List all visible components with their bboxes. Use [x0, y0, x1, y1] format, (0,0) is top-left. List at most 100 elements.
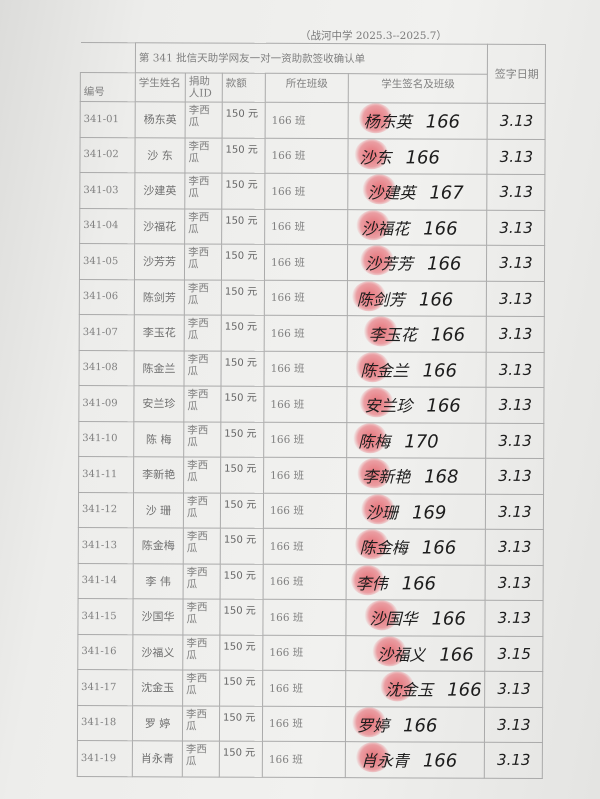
table-row: 341-10 陈 梅李西瓜 150 元 166 班陈梅 170 3.13 — [78, 420, 545, 459]
amount: 150 元 — [220, 563, 264, 600]
donor-id: 李西瓜 — [183, 527, 221, 564]
row-id: 341-06 — [79, 278, 135, 315]
row-id: 341-19 — [77, 740, 133, 777]
signature-cell: 安兰珍 166 — [346, 386, 487, 423]
signed-name: 罗婷 — [356, 715, 390, 736]
signed-name: 沙福花 — [361, 218, 410, 239]
signature-cell: 李伟 166 — [346, 564, 486, 601]
sign-date: 3.13 — [498, 396, 533, 415]
donor-id: 李西瓜 — [184, 243, 222, 280]
row-id: 341-08 — [79, 349, 135, 386]
sign-date-cell: 3.13 — [486, 245, 545, 282]
signed-class: 166 — [422, 750, 458, 772]
col-header-amount: 款额 — [222, 73, 266, 103]
class: 166 班 — [262, 634, 346, 671]
sign-date: 3.13 — [499, 147, 534, 166]
class: 166 班 — [264, 244, 348, 281]
signed-class: 166 — [439, 644, 474, 666]
row-id: 341-09 — [78, 385, 135, 422]
sign-date: 3.13 — [499, 112, 534, 131]
signed-class: 166 — [447, 679, 482, 702]
signature-cell: 陈剑芳 166 — [347, 280, 487, 317]
sign-date: 3.13 — [497, 751, 531, 770]
donor-id: 李西瓜 — [182, 669, 220, 706]
signed-class: 166 — [401, 573, 437, 595]
student-name: 安兰珍 — [133, 385, 185, 422]
col-header-donor: 捐助人ID — [185, 72, 223, 103]
table-row: 341-08 陈金兰 李西瓜 150 元 166 班陈金兰 166 3.13 — [79, 349, 545, 388]
sign-date: 3.13 — [498, 325, 533, 344]
amount: 150 元 — [219, 705, 263, 742]
table-row: 341-07 李玉花 李西瓜 150 元 166 班李玉花 166 3.13 — [79, 314, 545, 353]
class: 166 班 — [264, 315, 348, 352]
table-row: 341-16 沙福义 李西瓜 150 元 166 班沙福义 166 3.15 — [77, 633, 544, 672]
signed-class: 166 — [422, 360, 457, 382]
table-row: 341-01 杨东英 李西瓜 150 元 166 班杨东英 166 3.13 — [80, 101, 546, 140]
donor-id: 李西瓜 — [184, 172, 222, 209]
sign-date-cell: 3.13 — [487, 103, 546, 140]
donor-id: 李西瓜 — [182, 740, 220, 777]
class: 166 班 — [263, 421, 347, 458]
donor-id: 李西瓜 — [184, 208, 222, 245]
row-id: 341-05 — [79, 243, 135, 280]
class: 166 班 — [263, 457, 347, 494]
donor-id: 李西瓜 — [183, 421, 221, 458]
col-header-name: 学生姓名 — [135, 72, 186, 102]
student-name: 沙 东 — [134, 137, 186, 173]
signed-class: 166 — [418, 289, 454, 311]
table-row: 341-15 沙国华 李西瓜 150 元 166 班沙国华 166 3.13 — [77, 598, 544, 637]
sign-date-cell: 3.13 — [486, 387, 545, 424]
student-name: 沙建英 — [134, 172, 185, 209]
class: 166 班 — [264, 137, 349, 174]
signed-name: 沙建英 — [367, 183, 416, 203]
row-id: 341-15 — [77, 598, 134, 635]
class: 166 班 — [264, 208, 348, 245]
student-name: 沈金玉 — [132, 669, 183, 706]
signed-class: 169 — [411, 502, 447, 524]
sign-date: 3.13 — [499, 254, 533, 273]
sign-date-cell: 3.13 — [487, 174, 546, 211]
signed-name: 陈梅 — [358, 431, 391, 452]
sign-date-cell: 3.13 — [485, 600, 544, 637]
row-id: 341-16 — [77, 633, 133, 670]
signed-name: 沈金玉 — [385, 680, 434, 700]
signed-name: 李玉花 — [368, 325, 417, 345]
signed-name: 陈金兰 — [360, 360, 409, 381]
signed-name: 沙东 — [359, 147, 392, 168]
student-name: 沙 珊 — [133, 492, 184, 528]
student-name: 沙芳芳 — [134, 243, 185, 280]
sign-date: 3.15 — [497, 644, 531, 663]
student-name: 陈金兰 — [134, 350, 185, 386]
class: 166 班 — [263, 492, 347, 529]
table-row: 341-05 沙芳芳 李西瓜 150 元 166 班沙芳芳 166 3.13 — [79, 243, 545, 282]
sign-date-cell: 3.15 — [485, 635, 544, 672]
donor-id: 李西瓜 — [185, 101, 223, 138]
signature-cell: 李玉花 166 — [347, 315, 487, 352]
sign-date: 3.13 — [497, 715, 531, 734]
signed-name: 安兰珍 — [364, 396, 413, 416]
donor-id: 李西瓜 — [184, 314, 222, 351]
sign-date-cell: 3.13 — [486, 351, 545, 388]
student-name: 李玉花 — [134, 314, 185, 351]
student-name: 陈金梅 — [133, 527, 184, 564]
signature-cell: 沙芳芳 166 — [347, 244, 487, 281]
signed-class: 170 — [404, 431, 439, 453]
sign-date: 3.13 — [499, 218, 533, 237]
amount: 150 元 — [219, 599, 264, 635]
table-row: 341-14 李 伟李西瓜 150 元 166 班李伟 166 3.13 — [78, 562, 544, 601]
signed-name: 陈金梅 — [359, 538, 408, 558]
amount: 150 元 — [220, 421, 264, 458]
sign-date-cell: 3.13 — [485, 529, 544, 566]
signature-cell: 沙福花 166 — [347, 209, 488, 246]
table-row: 341-17 沈金玉 李西瓜 150 元 166 班沈金玉 166 3.13 — [77, 669, 544, 708]
sign-date-cell: 3.13 — [486, 422, 545, 459]
signed-class: 168 — [424, 466, 459, 488]
student-name: 肖永青 — [132, 740, 183, 777]
row-id: 341-07 — [79, 314, 135, 351]
col-header-class: 所在班级 — [265, 73, 349, 103]
sign-date: 3.13 — [499, 183, 533, 202]
receipt-table: 第 341 批信天助学网友一对一资助款签收确认单 签字日期 编号 学生姓名 捐助… — [77, 42, 547, 779]
table-row: 341-03 沙建英 李西瓜 150 元 166 班沙建英 167 3.13 — [79, 172, 546, 211]
row-id: 341-13 — [78, 527, 134, 564]
signature-cell: 沙国华 166 — [345, 599, 486, 636]
